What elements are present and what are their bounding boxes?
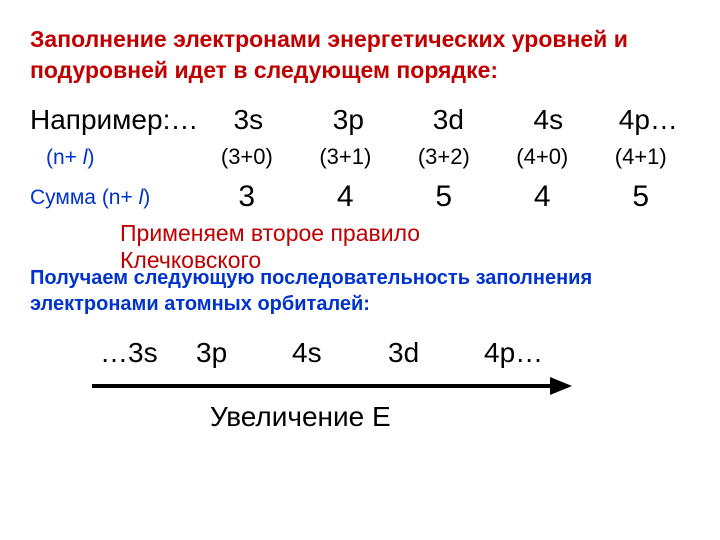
sum-val-1: 4	[296, 180, 395, 214]
orbital-row: 3s 3p 3d 4s 4p…	[198, 104, 698, 136]
orbital-4: 4p…	[598, 104, 698, 136]
nl-val-3: (4+0)	[493, 144, 591, 170]
orbital-0: 3s	[198, 104, 298, 136]
sum-val-3: 4	[493, 180, 592, 214]
nl-label: (n+ l)	[30, 146, 198, 170]
sum-val-0: 3	[197, 180, 296, 214]
seq-0: …3s	[100, 337, 196, 369]
sum-val-4: 5	[591, 180, 690, 214]
bottom-label: Увеличение Е	[210, 401, 690, 433]
sum-row: Сумма (n+ l) 3 4 5 4 5	[30, 180, 690, 214]
orbital-2: 3d	[398, 104, 498, 136]
title-text: Заполнение электронами энергетических ур…	[30, 24, 690, 86]
seq-1: 3p	[196, 337, 292, 369]
orbital-3: 4s	[498, 104, 598, 136]
nl-label-post: )	[87, 146, 94, 169]
example-label: Например:…	[30, 104, 198, 136]
example-row: Например:… 3s 3p 3d 4s 4p…	[30, 104, 690, 136]
nl-row: (n+ l) (3+0) (3+1) (3+2) (4+0) (4+1)	[30, 144, 690, 170]
sum-label: Сумма (n+ l)	[30, 186, 197, 209]
sum-label-pre: Сумма (n+	[30, 186, 139, 209]
orbital-1: 3p	[298, 104, 398, 136]
result-text: Получаем следующую последовательность за…	[30, 265, 690, 317]
sequence-row: …3s 3p 4s 3d 4p…	[100, 337, 690, 369]
seq-3: 3d	[388, 337, 484, 369]
nl-val-2: (3+2)	[395, 144, 493, 170]
nl-label-pre: (n+	[46, 146, 83, 169]
nl-val-1: (3+1)	[296, 144, 394, 170]
arrow	[92, 375, 690, 397]
nl-val-0: (3+0)	[198, 144, 296, 170]
nl-val-4: (4+1)	[592, 144, 690, 170]
seq-2: 4s	[292, 337, 388, 369]
sum-label-post: )	[143, 186, 150, 209]
arrow-icon	[92, 375, 572, 397]
sum-val-2: 5	[394, 180, 493, 214]
seq-4: 4p…	[484, 337, 580, 369]
